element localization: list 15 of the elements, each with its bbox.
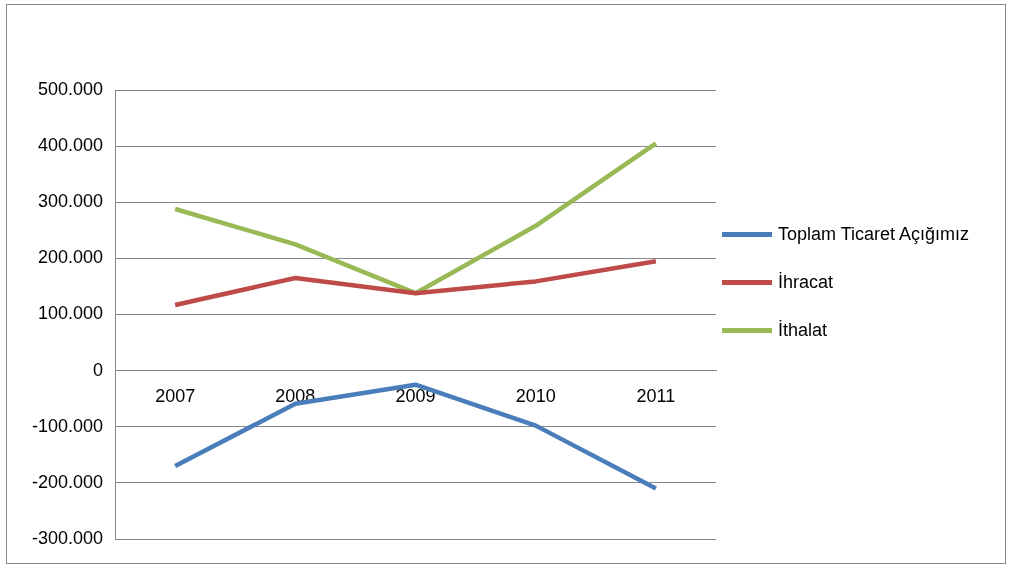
x-tick-label: 2011 bbox=[636, 386, 676, 407]
y-tick-label: -300.000 bbox=[32, 527, 104, 548]
x-tick-label: 2007 bbox=[155, 386, 196, 407]
y-tick-label: 100.000 bbox=[37, 303, 104, 324]
legend-label: Toplam Ticaret Açığımız bbox=[778, 223, 970, 245]
y-tick-label: 500.000 bbox=[37, 78, 104, 99]
x-tick-label: 2010 bbox=[515, 386, 556, 407]
y-tick-label: 200.000 bbox=[37, 247, 104, 268]
legend-label: İhracat bbox=[778, 271, 834, 293]
legend-label: İthalat bbox=[778, 319, 828, 341]
y-tick-label: 300.000 bbox=[37, 191, 104, 212]
y-tick-label: 400.000 bbox=[37, 135, 104, 156]
y-tick-label: 0 bbox=[93, 359, 104, 380]
y-tick-label: -100.000 bbox=[32, 415, 104, 436]
y-tick-label: -200.000 bbox=[32, 471, 104, 492]
